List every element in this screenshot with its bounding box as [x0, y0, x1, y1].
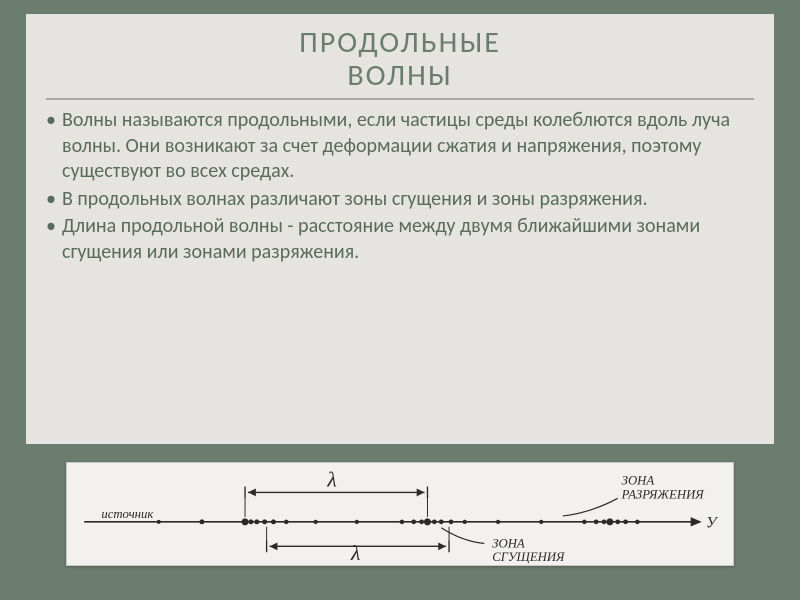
title-line-1: ПРОДОЛЬНЫЕ [299, 24, 501, 61]
svg-text:λ: λ [350, 541, 360, 565]
bullet-text: Длина продольной волны - расстояние межд… [62, 214, 700, 264]
bullet-item: В продольных волнах различают зоны сгуще… [46, 187, 754, 213]
svg-text:λ: λ [326, 468, 336, 492]
title-wrap: ПРОДОЛЬНЫЕ ВОЛНЫ [46, 26, 754, 100]
bullet-text: В продольных волнах различают зоны сгуще… [62, 187, 648, 211]
bullet-item: Длина продольной волны - расстояние межд… [46, 214, 754, 265]
title-line-2: ВОЛНЫ [347, 57, 452, 94]
svg-text:РАЗРЯЖЕНИЯ: РАЗРЯЖЕНИЯ [621, 487, 705, 501]
diagram: УисточникλλЗОНАСГУЩЕНИЯЗОНАРАЗРЯЖЕНИЯ [66, 462, 734, 566]
longitudinal-wave-svg: УисточникλλЗОНАСГУЩЕНИЯЗОНАРАЗРЯЖЕНИЯ [67, 463, 733, 565]
slide: ПРОДОЛЬНЫЕ ВОЛНЫ Волны называются продол… [0, 0, 800, 600]
body-text: Волны называются продольными, если части… [46, 108, 754, 266]
bullet-text: Волны называются продольными, если части… [62, 108, 730, 183]
content-box: ПРОДОЛЬНЫЕ ВОЛНЫ Волны называются продол… [26, 14, 774, 444]
svg-text:ЗОНА: ЗОНА [622, 474, 655, 488]
svg-text:У: У [706, 515, 719, 532]
svg-text:СГУЩЕНИЯ: СГУЩЕНИЯ [492, 550, 565, 564]
slide-title: ПРОДОЛЬНЫЕ ВОЛНЫ [46, 26, 754, 92]
svg-text:ЗОНА: ЗОНА [492, 536, 525, 550]
bullet-item: Волны называются продольными, если части… [46, 108, 754, 185]
svg-text:источник: источник [101, 507, 154, 521]
